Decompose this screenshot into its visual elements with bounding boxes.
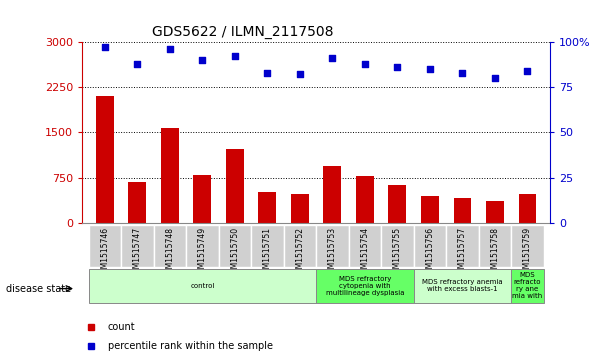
- Bar: [316, 225, 348, 267]
- Text: control: control: [190, 283, 215, 289]
- Bar: [446, 225, 478, 267]
- Bar: [356, 176, 374, 223]
- Bar: [96, 96, 114, 223]
- Text: GDS5622 / ILMN_2117508: GDS5622 / ILMN_2117508: [152, 25, 334, 39]
- Text: GSM1515748: GSM1515748: [165, 227, 174, 278]
- Text: GSM1515755: GSM1515755: [393, 227, 402, 278]
- Text: GSM1515747: GSM1515747: [133, 227, 142, 278]
- Bar: [89, 225, 121, 267]
- Bar: [226, 149, 244, 223]
- Point: [425, 66, 435, 72]
- Text: GSM1515758: GSM1515758: [491, 227, 499, 278]
- Bar: [219, 225, 251, 267]
- Bar: [251, 225, 284, 267]
- Text: disease state: disease state: [6, 284, 71, 294]
- Point: [523, 68, 533, 74]
- Point: [328, 55, 337, 61]
- Text: GSM1515753: GSM1515753: [328, 227, 337, 278]
- Bar: [154, 225, 186, 267]
- Point: [393, 64, 402, 70]
- Bar: [323, 166, 341, 223]
- Text: GSM1515757: GSM1515757: [458, 227, 467, 278]
- Bar: [284, 225, 316, 267]
- Bar: [161, 128, 179, 223]
- Bar: [421, 196, 439, 223]
- Point: [133, 61, 142, 66]
- Bar: [128, 182, 147, 223]
- Point: [230, 53, 240, 59]
- Point: [165, 46, 174, 52]
- Point: [490, 75, 500, 81]
- Bar: [511, 269, 544, 303]
- Text: GSM1515759: GSM1515759: [523, 227, 532, 278]
- Bar: [511, 225, 544, 267]
- Bar: [348, 225, 381, 267]
- Point: [100, 44, 109, 50]
- Bar: [291, 193, 309, 223]
- Text: GSM1515750: GSM1515750: [230, 227, 240, 278]
- Text: MDS refractory
cytopenia with
multilineage dysplasia: MDS refractory cytopenia with multilinea…: [326, 276, 404, 296]
- Point: [360, 61, 370, 66]
- Bar: [519, 193, 536, 223]
- Bar: [389, 184, 406, 223]
- Text: GSM1515746: GSM1515746: [100, 227, 109, 278]
- Text: MDS
refracto
ry ane
mia with: MDS refracto ry ane mia with: [513, 272, 542, 299]
- Bar: [454, 198, 471, 223]
- Bar: [316, 269, 413, 303]
- Bar: [486, 201, 504, 223]
- Point: [198, 57, 207, 63]
- Bar: [413, 225, 446, 267]
- Text: percentile rank within the sample: percentile rank within the sample: [108, 341, 273, 351]
- Bar: [413, 269, 511, 303]
- Text: GSM1515756: GSM1515756: [426, 227, 435, 278]
- Text: GSM1515751: GSM1515751: [263, 227, 272, 278]
- Text: GSM1515752: GSM1515752: [295, 227, 305, 278]
- Point: [263, 70, 272, 76]
- Bar: [381, 225, 413, 267]
- Text: count: count: [108, 322, 136, 332]
- Bar: [258, 192, 276, 223]
- Text: MDS refractory anemia
with excess blasts-1: MDS refractory anemia with excess blasts…: [422, 280, 503, 292]
- Bar: [478, 225, 511, 267]
- Point: [295, 72, 305, 77]
- Bar: [121, 225, 154, 267]
- Bar: [186, 225, 219, 267]
- Text: GSM1515749: GSM1515749: [198, 227, 207, 278]
- Point: [458, 70, 468, 76]
- Bar: [89, 269, 316, 303]
- Bar: [193, 175, 212, 223]
- Text: GSM1515754: GSM1515754: [361, 227, 370, 278]
